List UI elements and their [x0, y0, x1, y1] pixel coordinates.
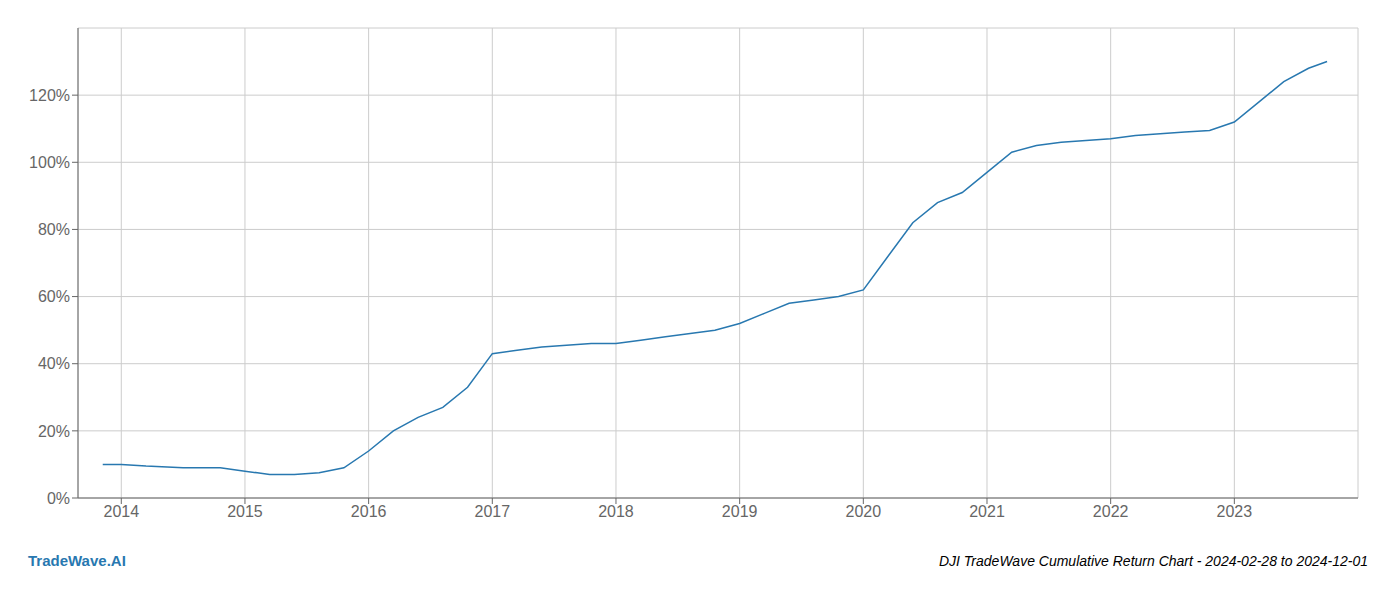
svg-text:60%: 60%	[38, 288, 70, 305]
svg-text:2020: 2020	[846, 503, 882, 520]
svg-text:2021: 2021	[969, 503, 1005, 520]
svg-text:40%: 40%	[38, 355, 70, 372]
svg-text:80%: 80%	[38, 221, 70, 238]
html-text:TradeWave.AI: TradeWave.AI	[28, 552, 126, 569]
svg-text:2023: 2023	[1217, 503, 1253, 520]
svg-text:2022: 2022	[1093, 503, 1129, 520]
svg-text:120%: 120%	[29, 87, 70, 104]
svg-text:100%: 100%	[29, 154, 70, 171]
svg-text:2016: 2016	[351, 503, 387, 520]
svg-text:2017: 2017	[475, 503, 511, 520]
svg-text:2019: 2019	[722, 503, 758, 520]
svg-text:20%: 20%	[38, 423, 70, 440]
html-text:DJI TradeWave Cumulative Retur: DJI TradeWave Cumulative Return Chart - …	[939, 553, 1368, 569]
svg-text:2015: 2015	[227, 503, 263, 520]
svg-text:2018: 2018	[598, 503, 634, 520]
svg-text:2014: 2014	[103, 503, 139, 520]
svg-text:0%: 0%	[47, 490, 70, 507]
